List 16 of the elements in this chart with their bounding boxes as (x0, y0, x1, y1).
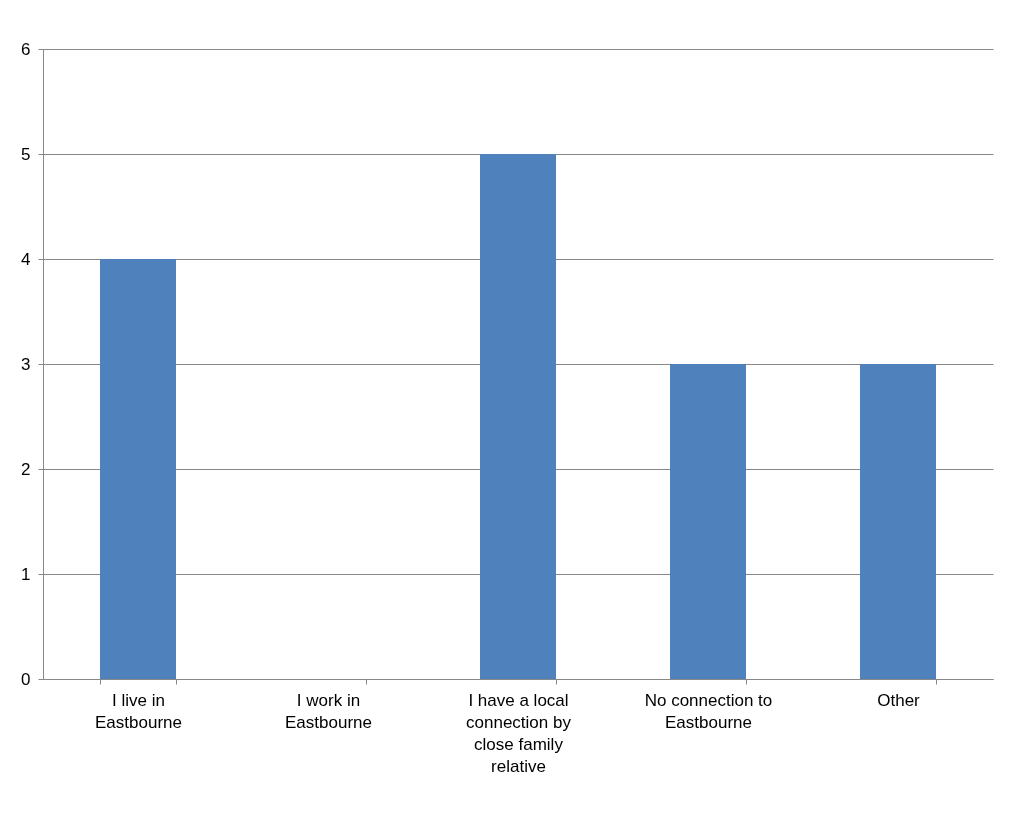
x-tick-label: I work in Eastbourne (285, 690, 372, 732)
y-tick-label: 0 (21, 669, 31, 689)
y-tick-label: 6 (21, 39, 31, 59)
bar (670, 364, 746, 679)
y-tick-label: 3 (21, 354, 31, 374)
x-tick-label: I have a local connection by close family relative (466, 690, 572, 776)
y-tick-label: 1 (21, 564, 31, 584)
bar (480, 154, 556, 679)
bar (860, 364, 936, 679)
y-tick-label: 2 (21, 459, 31, 479)
y-tick-label: 4 (21, 249, 31, 269)
x-tick-label: Other (877, 690, 921, 710)
x-tick-label: I live in Eastbourne (95, 690, 182, 732)
x-tick-label: No connection to Eastbourne (644, 690, 773, 732)
y-tick-label: 5 (21, 144, 31, 164)
bar (100, 259, 176, 679)
